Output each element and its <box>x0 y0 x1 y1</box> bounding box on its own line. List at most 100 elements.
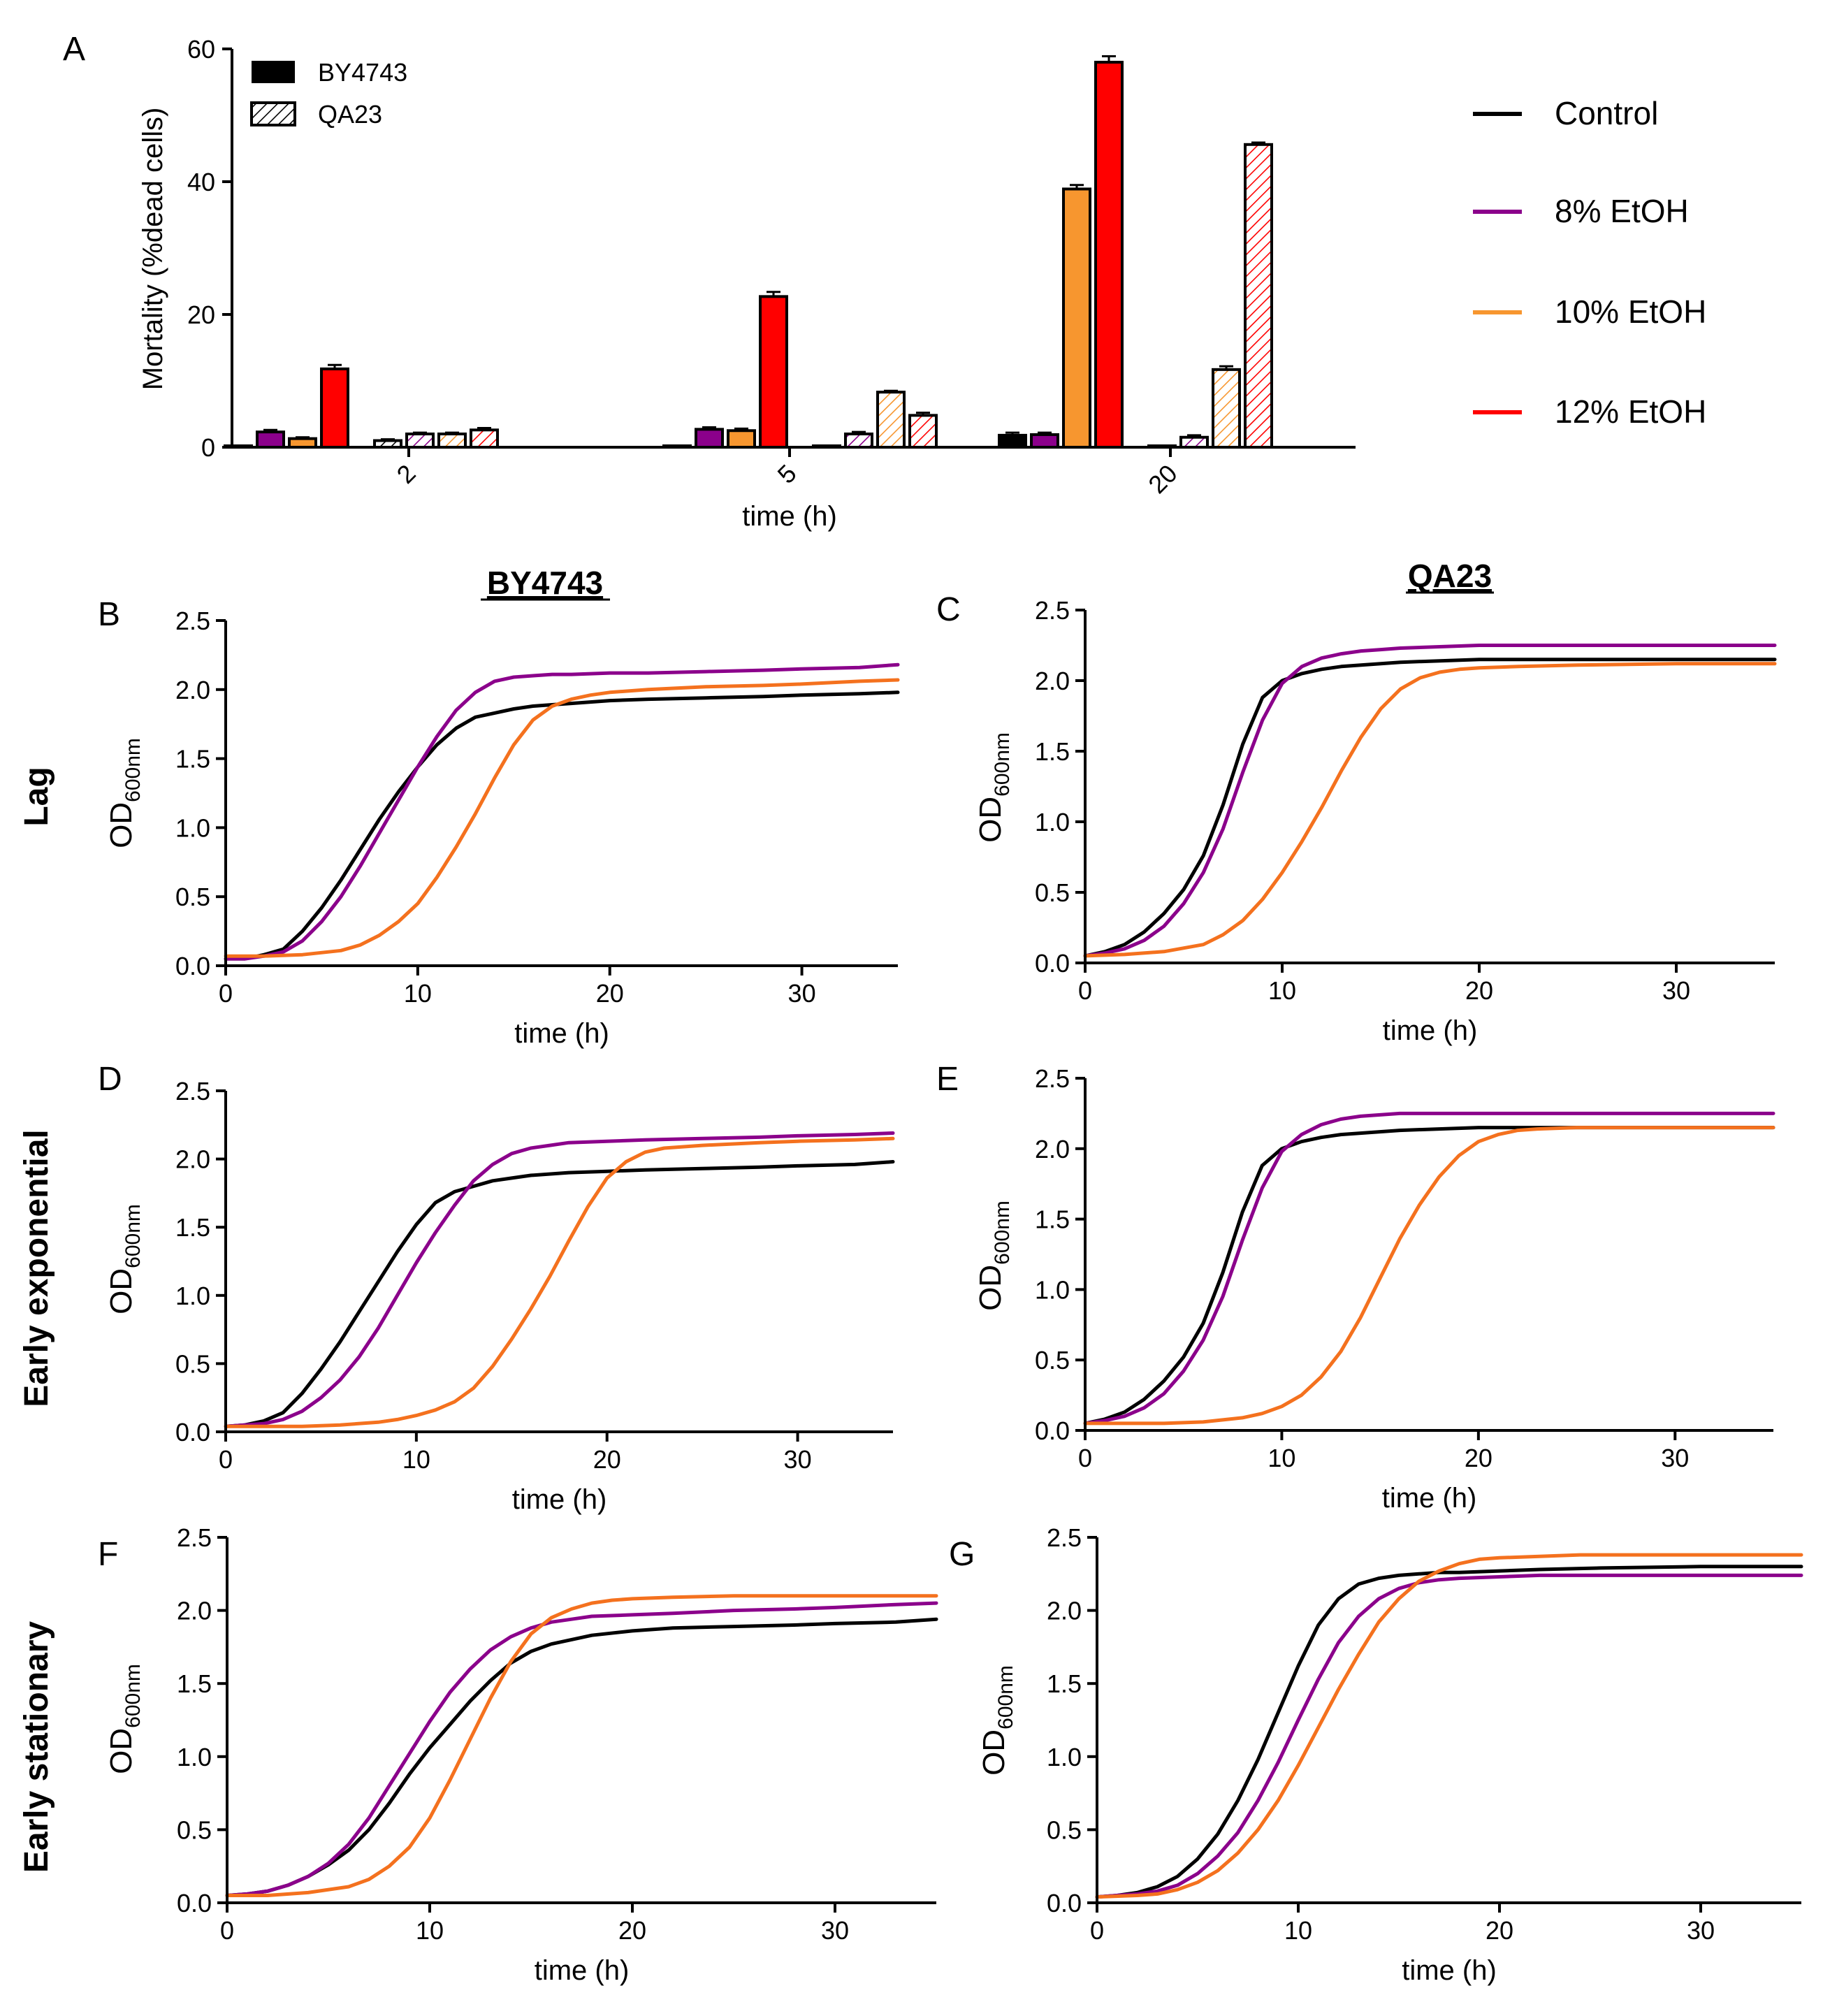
x-tick-label: 20 <box>1465 976 1493 1005</box>
y-axis-label: OD600nm <box>977 1665 1017 1776</box>
panel-letter: D <box>98 1061 122 1098</box>
y-tick-label: 0.5 <box>1047 1815 1082 1844</box>
curve-etoh8 <box>1083 644 1777 958</box>
curve-line10 <box>1095 1553 1803 1899</box>
panel-a-x-tick-label: 5 <box>772 459 802 489</box>
error-bar <box>445 431 459 434</box>
x-tick-label: 10 <box>402 1445 430 1474</box>
curve-control <box>1095 1565 1803 1899</box>
curve-etoh8 <box>225 1601 938 1897</box>
y-axis-label: OD600nm <box>104 1204 145 1314</box>
bar-by4743-etoh8-t20 <box>1030 433 1059 449</box>
bar-by4743-control-t20 <box>998 433 1027 449</box>
growth-curve-panels: B 0.0 0.5 1.0 1.5 2.0 2.5 0 10 20 30 time (h) OD600n… <box>98 591 1803 1986</box>
y-tick-label: 1.0 <box>175 813 210 842</box>
y-tick-label: 0.5 <box>177 1815 212 1844</box>
curve-etoh8 <box>1095 1573 1803 1899</box>
x-tick-label: 30 <box>821 1916 849 1945</box>
panel-a-y-tick-label: 0 <box>201 433 215 462</box>
y-tick-label: 1.0 <box>177 1743 212 1771</box>
bar-by4743-etoh12-t2 <box>320 367 349 449</box>
x-axis-label: time (h) <box>1383 1015 1478 1046</box>
curve-line10 <box>224 678 900 958</box>
error-bar <box>477 426 491 430</box>
error-bar <box>767 291 780 297</box>
bar-qa23-etoh12-t2 <box>470 428 499 449</box>
panel-a-letter: A <box>63 31 85 68</box>
y-tick-label: 1.5 <box>177 1669 212 1698</box>
y-tick-label: 1.5 <box>1035 1205 1070 1234</box>
y-tick-label: 1.5 <box>175 1213 210 1242</box>
bar-qa23-etoh8-t20 <box>1179 435 1209 449</box>
curve-etoh8 <box>1083 1111 1775 1426</box>
y-tick-label: 0.0 <box>1047 1889 1082 1917</box>
x-tick-label: 0 <box>1078 1444 1092 1472</box>
y-tick-label: 2.5 <box>1047 1523 1082 1552</box>
x-tick-label: 10 <box>1284 1916 1312 1945</box>
legend-label-control: Control <box>1555 95 1658 131</box>
strain-legend: BY4743 QA23 <box>250 58 407 129</box>
y-tick-label: 0.0 <box>1035 1416 1070 1445</box>
row-label-early-exponential: Early exponential <box>18 1129 55 1407</box>
panel-letter: G <box>949 1536 975 1573</box>
error-bar <box>263 428 277 433</box>
x-tick-label: 0 <box>219 979 233 1008</box>
y-tick-label: 2.5 <box>1035 1064 1070 1093</box>
curve-control <box>224 690 900 961</box>
y-tick-label: 1.5 <box>175 745 210 774</box>
x-tick-label: 20 <box>596 979 624 1008</box>
legend-label-8pct-etoh: 8% EtOH <box>1555 193 1689 229</box>
x-tick-label: 20 <box>1465 1444 1492 1472</box>
panel-f-growth-curve: F 0.0 0.5 1.0 1.5 2.0 2.5 0 10 20 30 time (h) OD600n… <box>98 1523 938 1986</box>
bar-by4743-etoh8-t2 <box>256 430 285 449</box>
error-bar <box>884 389 898 393</box>
error-bar <box>702 426 716 430</box>
bar-by4743-etoh10-t20 <box>1062 187 1091 449</box>
error-bar <box>1038 431 1052 435</box>
y-tick-label: 2.5 <box>177 1523 212 1552</box>
y-tick-label: 1.0 <box>175 1282 210 1310</box>
bar-qa23-etoh12-t5 <box>908 414 938 449</box>
panel-e-growth-curve: E 0.0 0.5 1.0 1.5 2.0 2.5 0 10 20 30 time (h) OD600n… <box>936 1061 1775 1514</box>
legend-swatch-by4743 <box>252 61 295 83</box>
curve-etoh8 <box>224 1131 895 1428</box>
y-tick-label: 1.5 <box>1035 737 1070 766</box>
treatment-legend: Control 8% EtOH 10% EtOH 12% EtOH <box>1473 95 1706 430</box>
x-tick-label: 30 <box>788 979 816 1008</box>
panel-a-y-axis-label: Mortality (%dead cells) <box>138 108 168 391</box>
y-tick-label: 2.5 <box>175 607 210 635</box>
y-tick-label: 1.0 <box>1047 1743 1082 1771</box>
y-tick-label: 1.0 <box>1035 808 1070 836</box>
bar-by4743-etoh8-t5 <box>695 428 724 449</box>
error-bar <box>1187 434 1201 437</box>
error-bar <box>1219 365 1233 370</box>
y-axis-label: OD600nm <box>104 1664 145 1774</box>
y-tick-label: 2.0 <box>1047 1597 1082 1625</box>
legend-label-10pct-etoh: 10% EtOH <box>1555 293 1706 330</box>
y-tick-label: 1.0 <box>1035 1275 1070 1304</box>
error-bar <box>413 431 427 434</box>
legend-label-12pct-etoh: 12% EtOH <box>1555 393 1706 430</box>
error-bar <box>1251 141 1265 145</box>
bar-by4743-etoh12-t5 <box>759 295 788 449</box>
bar-qa23-etoh12-t20 <box>1244 143 1273 449</box>
x-tick-label: 10 <box>404 979 432 1008</box>
y-axis-label: OD600nm <box>973 732 1014 843</box>
panel-letter: C <box>936 591 961 628</box>
legend-label-by4743: BY4743 <box>318 58 407 87</box>
y-axis-label: OD600nm <box>104 738 145 848</box>
panel-c-growth-curve: C 0.0 0.5 1.0 1.5 2.0 2.5 0 10 20 30 time (h) OD600n… <box>936 591 1777 1046</box>
panel-letter: F <box>98 1536 118 1573</box>
x-tick-label: 10 <box>1268 976 1296 1005</box>
panel-letter: E <box>936 1061 959 1098</box>
error-bar <box>296 436 310 439</box>
curve-line10 <box>224 1136 895 1428</box>
panel-a-x-tick-label: 2 <box>391 459 421 489</box>
x-axis-label: time (h) <box>1402 1955 1497 1986</box>
panel-a-y-tick-label: 40 <box>187 168 215 196</box>
x-tick-label: 20 <box>618 1916 646 1945</box>
column-title-by4743: BY4743 <box>487 565 603 601</box>
error-bar <box>1070 184 1084 189</box>
y-tick-label: 0.0 <box>177 1889 212 1917</box>
